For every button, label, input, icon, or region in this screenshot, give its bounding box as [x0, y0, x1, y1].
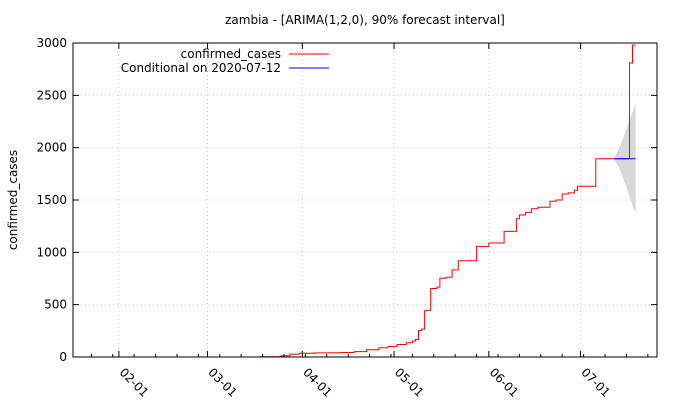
y-tick-label: 2500: [36, 88, 67, 102]
y-tick-label: 500: [44, 298, 67, 312]
chart-title: zambia - [ARIMA(1,2,0), 90% forecast int…: [225, 13, 505, 27]
y-tick-label: 1000: [36, 245, 67, 259]
legend-label: Conditional on 2020-07-12: [121, 61, 281, 75]
y-tick-label: 3000: [36, 36, 67, 50]
x-tick-label: 03-01: [205, 365, 240, 400]
x-tick-label: 06-01: [487, 365, 522, 400]
y-tick-label: 1500: [36, 193, 67, 207]
series-line: [259, 44, 636, 358]
x-tick-label: 07-01: [578, 365, 613, 400]
legend-label: confirmed_cases: [181, 47, 281, 61]
y-axis-label: confirmed_cases: [6, 150, 20, 250]
y-tick-label: 2000: [36, 141, 67, 155]
y-axis: 0 500 1000 1500 2000 2500 3000: [36, 36, 657, 364]
x-tick-label: 04-01: [300, 365, 335, 400]
grid: [73, 43, 657, 357]
series-lines: [259, 44, 636, 358]
x-tick-label: 05-01: [392, 365, 427, 400]
y-tick-label: 0: [59, 350, 67, 364]
x-axis: 02-01 03-01 04-01 05-01 06-01 07-01: [90, 43, 649, 400]
x-tick-label: 02-01: [117, 365, 152, 400]
